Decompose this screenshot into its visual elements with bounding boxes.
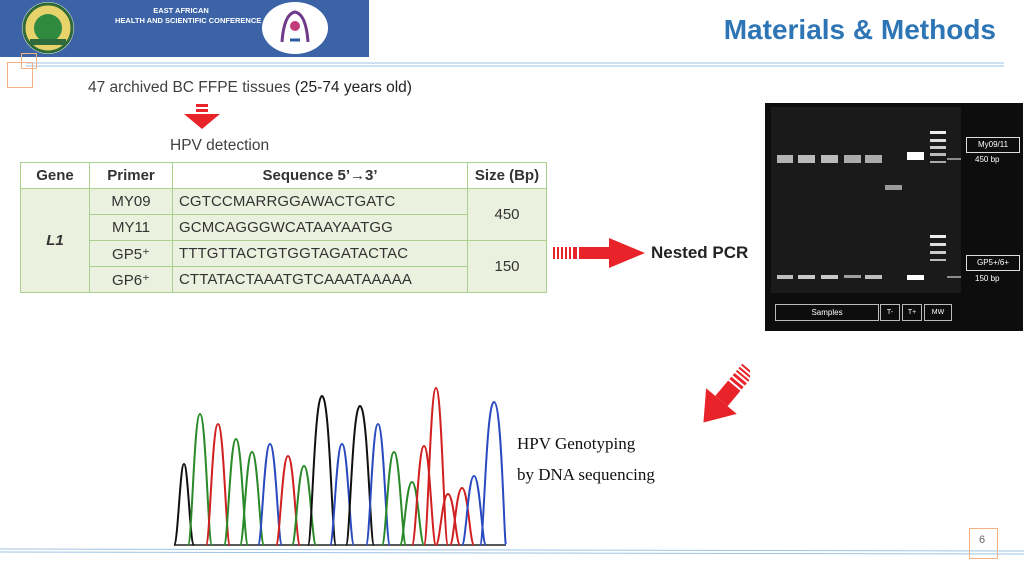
gel-primer-label-1: My09/11: [966, 137, 1020, 153]
health-organization-logo: [262, 2, 328, 54]
slide-title: Materials & Methods: [723, 14, 996, 45]
decorative-square: [7, 62, 33, 88]
table-row: L1 MY09 CGTCCMARRGGAWACTGATC 450: [20, 188, 547, 293]
decorative-square-small: [21, 53, 37, 69]
gel-positive-control-label: T+: [902, 304, 922, 321]
right-arrow-icon: [553, 238, 645, 268]
sequence-cell: CTTATACTAAATGTCAAATAAAAA: [172, 266, 468, 293]
sample-description: 47 archived BC FFPE tissues (25-74 years…: [88, 79, 412, 97]
gel-electrophoresis-image: [765, 103, 1023, 331]
primer-cell: GP6⁺: [89, 266, 173, 293]
primer-table: Gene Primer Sequence 5’→3’ Size (Bp) L1 …: [20, 162, 547, 293]
sequencing-label: by DNA sequencing: [517, 465, 655, 484]
banner-line-1: EAST AFRICAN: [153, 6, 209, 15]
sequence-cell: GCMCAGGGWCATAAYAATGG: [172, 214, 468, 241]
primer-cell: MY09: [89, 188, 173, 215]
sequencing-chromatogram: [173, 386, 507, 546]
sequence-cell: TTTGTTACTGTGGTAGATACTAC: [172, 240, 468, 267]
gel-marker-label: MW: [924, 304, 952, 321]
column-header-primer: Primer: [89, 162, 173, 189]
gel-size-label-2: 150 bp: [975, 274, 1000, 283]
table-header-row: Gene Primer Sequence 5’→3’ Size (Bp): [20, 162, 547, 189]
primer-cell: MY11: [89, 214, 173, 241]
page-number-frame: [969, 528, 998, 559]
eac-emblem-logo: [22, 2, 74, 54]
size-cell: 150: [467, 240, 547, 293]
sequence-cell: CGTCCMARRGGAWACTGATC: [172, 188, 468, 215]
gel-samples-label: Samples: [775, 304, 879, 321]
conference-banner: EAST AFRICAN HEALTH AND SCIENTIFIC CONFE…: [0, 0, 369, 57]
column-header-size: Size (Bp): [467, 162, 547, 189]
footer-divider: [0, 548, 1024, 555]
table-row: GP6⁺ CTTATACTAAATGTCAAATAAAAA: [21, 266, 547, 293]
gel-negative-control-label: T-: [880, 304, 900, 321]
size-cell: 450: [467, 188, 547, 241]
diagonal-down-arrow-icon: [703, 363, 750, 423]
banner-line-2: HEALTH AND SCIENTIFIC CONFERENCE: [115, 16, 262, 25]
column-header-sequence: Sequence 5’→3’: [172, 162, 468, 189]
table-row: GP5⁺ TTTGTTACTGTGGTAGATACTAC 150: [21, 240, 547, 293]
sample-count-text: 47 archived BC FFPE tissues: [88, 79, 295, 96]
column-header-gene: Gene: [20, 162, 90, 189]
down-arrow-icon: [184, 104, 220, 129]
gel-size-label-1: 450 bp: [975, 155, 1000, 164]
table-row: MY11 GCMCAGGGWCATAAYAATGG: [21, 214, 547, 241]
primer-cell: GP5⁺: [89, 240, 173, 267]
age-range-text: (25-74 years old): [294, 79, 412, 96]
page-number: 6: [979, 534, 986, 546]
gel-primer-label-2: GP5+/6+: [966, 255, 1020, 271]
banner-title: EAST AFRICAN HEALTH AND SCIENTIFIC CONFE…: [115, 6, 262, 26]
hpv-detection-label: HPV detection: [170, 137, 270, 154]
header-divider: [26, 62, 1004, 67]
gene-cell: L1: [20, 188, 90, 293]
genotyping-label: HPV Genotyping: [517, 434, 636, 453]
nested-pcr-label: Nested PCR: [651, 243, 749, 262]
